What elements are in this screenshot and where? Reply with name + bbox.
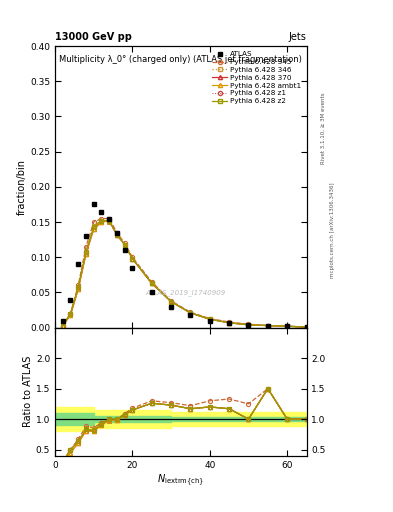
Text: Multiplicity λ_0° (charged only) (ATLAS jet fragmentation): Multiplicity λ_0° (charged only) (ATLAS … [59,55,302,63]
Text: Rivet 3.1.10, ≥ 3M events: Rivet 3.1.10, ≥ 3M events [320,92,325,164]
Legend: ATLAS, Pythia 6.428 345, Pythia 6.428 346, Pythia 6.428 370, Pythia 6.428 ambt1,: ATLAS, Pythia 6.428 345, Pythia 6.428 34… [210,50,303,106]
Y-axis label: Ratio to ATLAS: Ratio to ATLAS [23,356,33,428]
X-axis label: $N_{\rm lextrm\{ch\}}$: $N_{\rm lextrm\{ch\}}$ [157,472,204,488]
Text: ATLAS_2019_I1740909: ATLAS_2019_I1740909 [146,289,226,295]
Text: Jets: Jets [289,32,307,42]
Y-axis label: fraction/bin: fraction/bin [17,159,27,215]
Text: 13000 GeV pp: 13000 GeV pp [55,32,132,42]
Text: mcplots.cern.ch [arXiv:1306.3436]: mcplots.cern.ch [arXiv:1306.3436] [330,183,335,278]
